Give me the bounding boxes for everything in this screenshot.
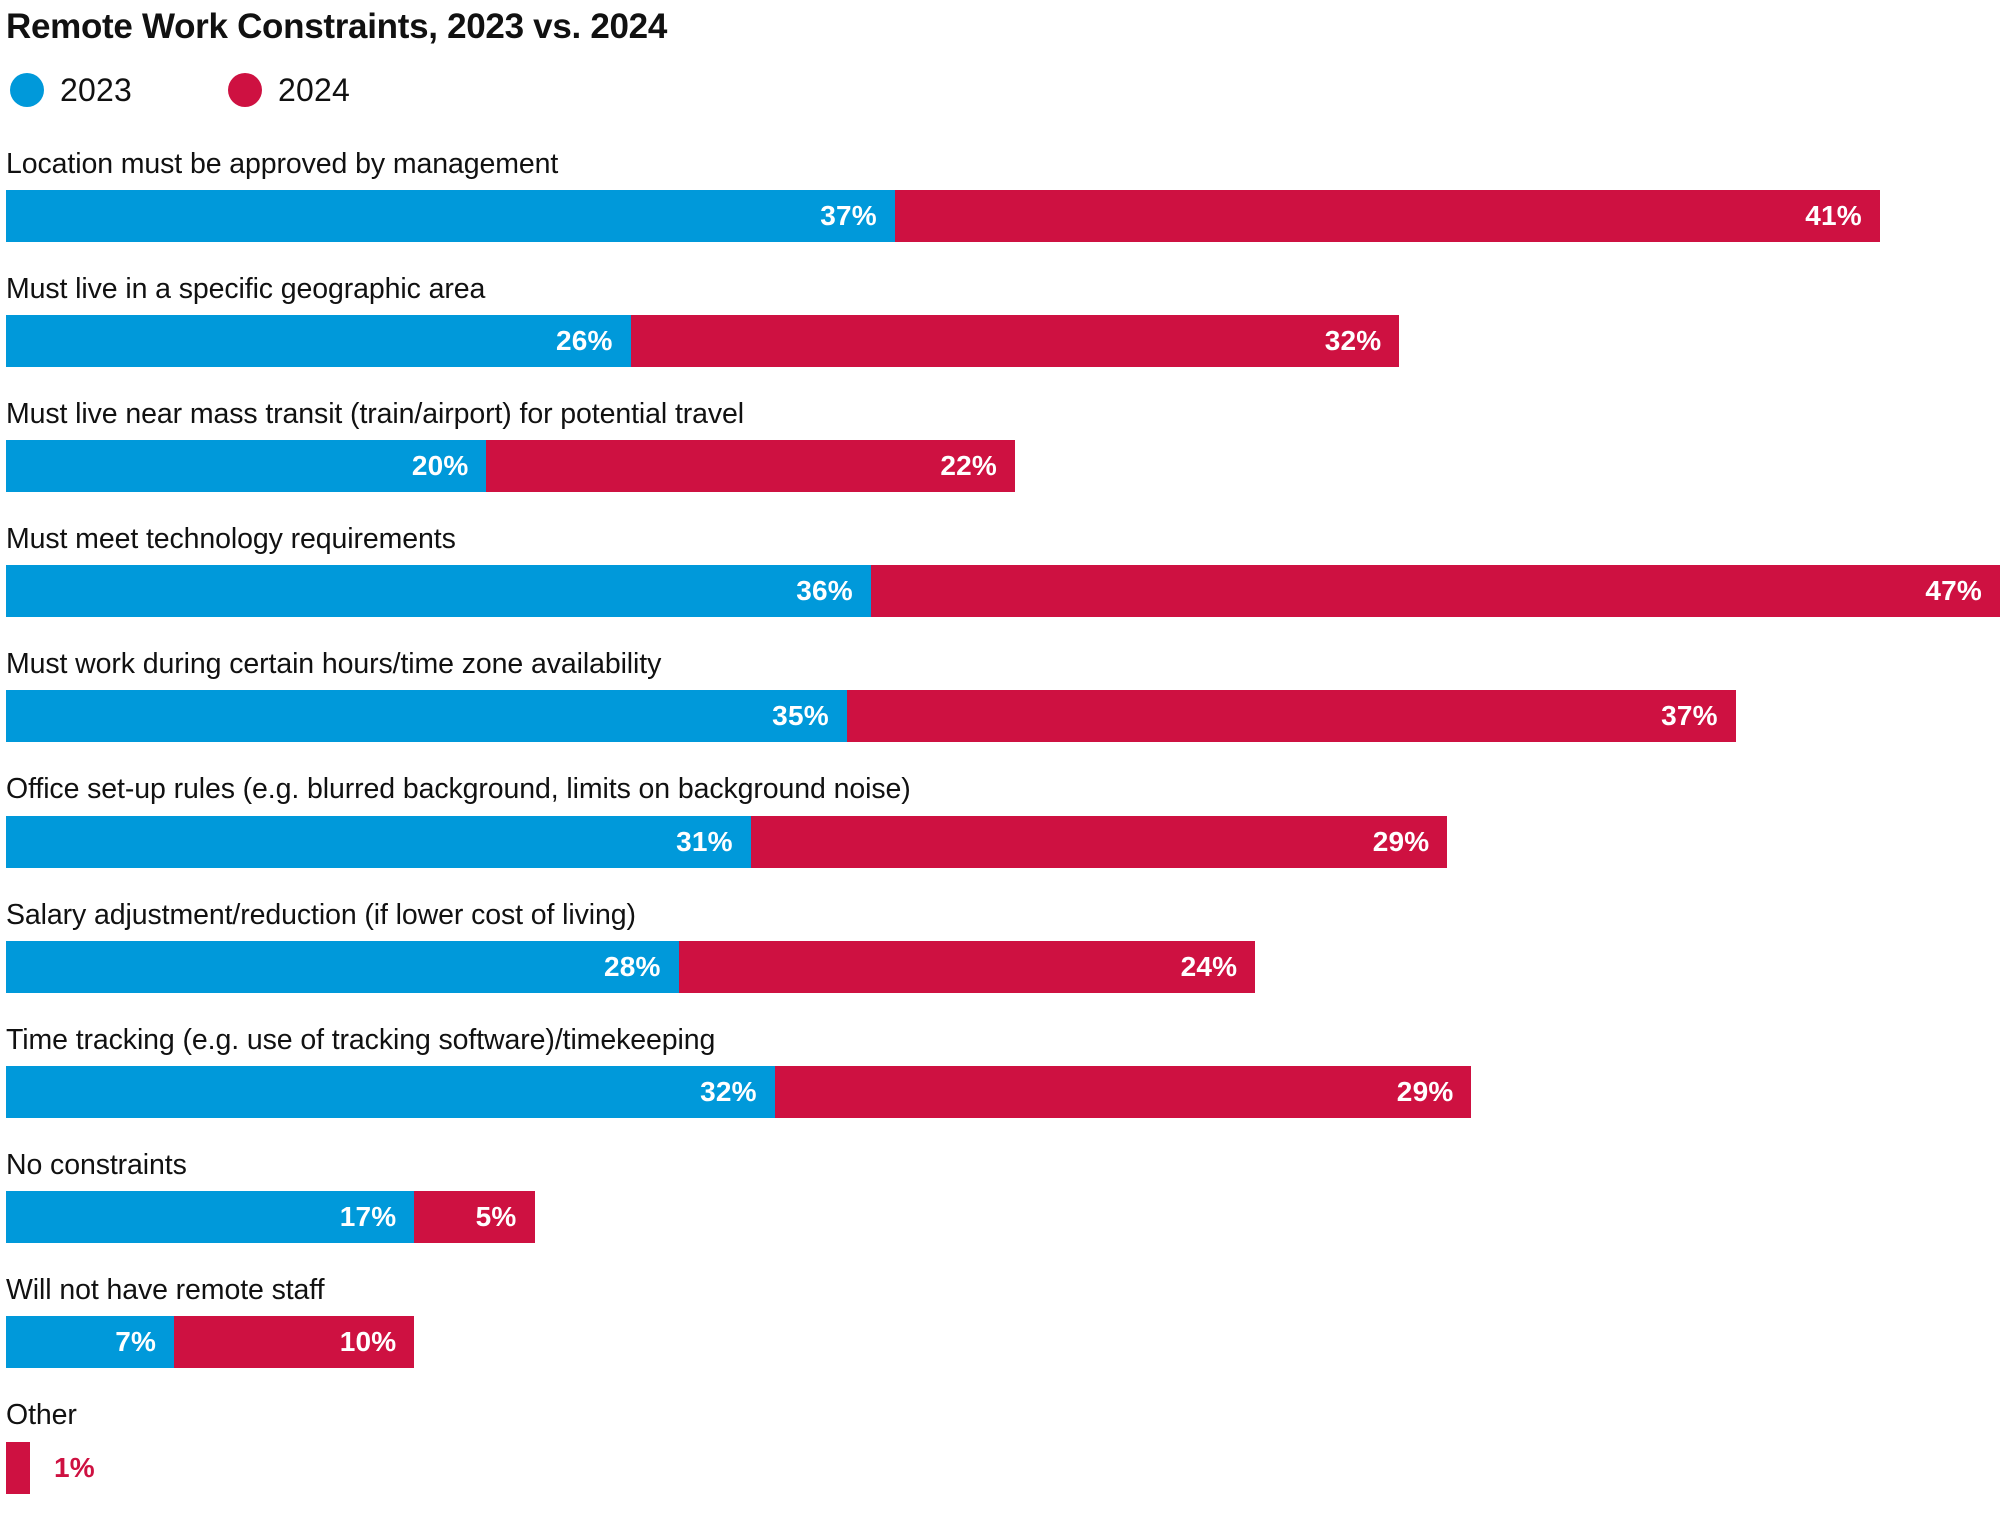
bar-value-2023: 37%: [820, 199, 877, 231]
bar-value-2024: 10%: [339, 1326, 397, 1358]
bar-segment-2024[interactable]: 24%: [678, 940, 1256, 993]
bar-segment-2023[interactable]: 37%: [6, 189, 895, 242]
legend-label-2024: 2024: [278, 71, 350, 108]
bar-segment-2024[interactable]: 32%: [630, 314, 1400, 367]
bar-row-label: Salary adjustment/reduction (if lower co…: [6, 898, 636, 931]
legend-dot-2023-icon: [10, 72, 44, 107]
bar-row-label: Time tracking (e.g. use of tracking soft…: [6, 1023, 716, 1056]
chart-legend: 2023 2024: [0, 47, 2000, 107]
bar-value-2024: 22%: [940, 450, 997, 482]
bar-row: Must meet technology requirements 36% 47%: [6, 522, 2000, 618]
bar-row-label: Must live near mass transit (train/airpo…: [6, 397, 745, 430]
bar-row: No constraints 17% 5%: [6, 1148, 2000, 1244]
bar-segment-2023[interactable]: 17%: [6, 1191, 415, 1244]
bar-row-label: No constraints: [6, 1149, 187, 1181]
bar-row-label: Location must be approved by management: [6, 147, 559, 180]
bar-value-2024: 41%: [1805, 199, 1862, 231]
bar-row: Will not have remote staff 7% 10%: [6, 1273, 2000, 1369]
bar-value-2023: 28%: [604, 950, 661, 982]
bar-segment-2023[interactable]: 35%: [6, 690, 847, 743]
bar-value-2024: 24%: [1180, 950, 1238, 982]
bar-segment-2023[interactable]: 7%: [6, 1316, 175, 1369]
bar-segment-2024[interactable]: 10%: [174, 1316, 415, 1369]
bar-segment-2024[interactable]: 29%: [774, 1066, 1472, 1118]
bar-track: 20% 22%: [6, 440, 2000, 493]
bar-segment-2023[interactable]: 20%: [6, 440, 487, 493]
bar-segment-2023[interactable]: 32%: [6, 1066, 775, 1118]
bar-segment-2024[interactable]: 1%: [6, 1441, 95, 1494]
bar-row-label: Must meet technology requirements: [6, 523, 456, 556]
bar-track: 32% 29%: [6, 1066, 2000, 1118]
legend-item-2024[interactable]: 2024: [228, 71, 350, 108]
bar-value-2023: 36%: [796, 575, 853, 607]
bar-segment-2024[interactable]: 41%: [894, 189, 1880, 242]
bar-row: Location must be approved by management 3…: [6, 147, 2000, 242]
bar-row-label: Will not have remote staff: [6, 1274, 325, 1307]
bar-value-2023: 32%: [700, 1076, 757, 1107]
bar-value-2023: 31%: [676, 825, 733, 857]
bar-rows: Location must be approved by management 3…: [0, 107, 2000, 1494]
bar-track: 1%: [6, 1441, 2000, 1494]
bar-row-label: Other: [6, 1399, 77, 1432]
bar-value-2023: 26%: [555, 324, 613, 356]
page-title: Remote Work Constraints, 2023 vs. 2024: [6, 7, 668, 46]
bar-segment-2024[interactable]: 5%: [414, 1191, 535, 1244]
bar-row: Time tracking (e.g. use of tracking soft…: [6, 1023, 2000, 1118]
bar-value-2024: 32%: [1324, 324, 1382, 356]
bar-value-2023: 20%: [411, 450, 469, 482]
bar-row-label: Must live in a specific geographic area: [6, 272, 486, 305]
bar-row-label: Office set-up rules (e.g. blurred backgr…: [6, 773, 911, 806]
bar-row: Office set-up rules (e.g. blurred backgr…: [6, 772, 2000, 868]
bar-row: Must work during certain hours/time zone…: [6, 647, 2000, 743]
legend-item-2023[interactable]: 2023: [10, 71, 132, 108]
bar-row-label: Must work during certain hours/time zone…: [6, 648, 662, 681]
bar-segment-2024[interactable]: 22%: [486, 440, 1015, 493]
bar-value-2024: 47%: [1925, 575, 1982, 607]
bar-segment-2023[interactable]: 31%: [6, 815, 751, 868]
legend-label-2023: 2023: [60, 71, 132, 108]
bar-track: 36% 47%: [6, 565, 2000, 618]
bar-track: 28% 24%: [6, 940, 2000, 993]
bar-segment-2023[interactable]: 26%: [6, 314, 631, 367]
bar-track: 37% 41%: [6, 189, 2000, 242]
bar-row: Must live in a specific geographic area 2…: [6, 272, 2000, 367]
bar-track: 7% 10%: [6, 1316, 2000, 1369]
bar-value-2024: 37%: [1661, 700, 1718, 732]
bar-track: 26% 32%: [6, 314, 2000, 367]
bar-value-2024: 1%: [54, 1451, 95, 1483]
bar-value-2023: 7%: [115, 1326, 157, 1358]
bar-segment-2023[interactable]: 28%: [6, 940, 679, 993]
bar-track: 17% 5%: [6, 1191, 2000, 1244]
bar-track: 31% 29%: [6, 815, 2000, 868]
bar-segment-2024[interactable]: 47%: [870, 565, 2000, 618]
bar-track: 35% 37%: [6, 690, 2000, 743]
bar-row: Other 1%: [6, 1398, 2000, 1494]
bar-value-2024: 29%: [1396, 1076, 1454, 1107]
bar-value-2024: 29%: [1372, 825, 1430, 857]
bar-value-2023: 35%: [772, 700, 829, 732]
bar-segment-2024[interactable]: 37%: [846, 690, 1736, 743]
bar-segment-2023[interactable]: 36%: [6, 565, 871, 618]
bar-segment-2024[interactable]: 29%: [750, 815, 1448, 868]
bar-row: Must live near mass transit (train/airpo…: [6, 397, 2000, 493]
legend-dot-2024-icon: [228, 72, 262, 107]
bar-row: Salary adjustment/reduction (if lower co…: [6, 898, 2000, 993]
bar-value-2024: 5%: [475, 1201, 517, 1233]
bar-value-2023: 17%: [339, 1201, 397, 1233]
